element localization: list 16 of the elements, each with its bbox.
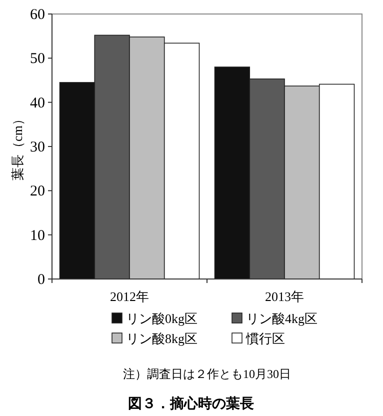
- y-tick-label: 40: [30, 95, 45, 112]
- legend-label: リン酸0kg区: [126, 311, 198, 326]
- x-tick-label: 2012年: [110, 289, 149, 304]
- y-tick-label: 10: [30, 228, 45, 244]
- y-tick-label: 30: [30, 140, 45, 156]
- legend-label: 慣行区: [245, 331, 285, 346]
- text: 注）調査日は２作とも10月30日: [123, 367, 291, 381]
- y-tick-label: 0: [38, 272, 45, 288]
- y-tick-label: 60: [30, 7, 45, 23]
- legend-label: リン酸4kg区: [246, 311, 318, 326]
- y-axis-title: 葉長（cm）: [10, 112, 25, 180]
- text: 図３．摘心時の葉長: [128, 395, 254, 412]
- x-tick-label: 2013年: [265, 289, 304, 304]
- y-tick-label: 20: [30, 184, 45, 200]
- legend-label: リン酸8kg区: [126, 331, 198, 346]
- y-tick-label: 50: [30, 51, 45, 68]
